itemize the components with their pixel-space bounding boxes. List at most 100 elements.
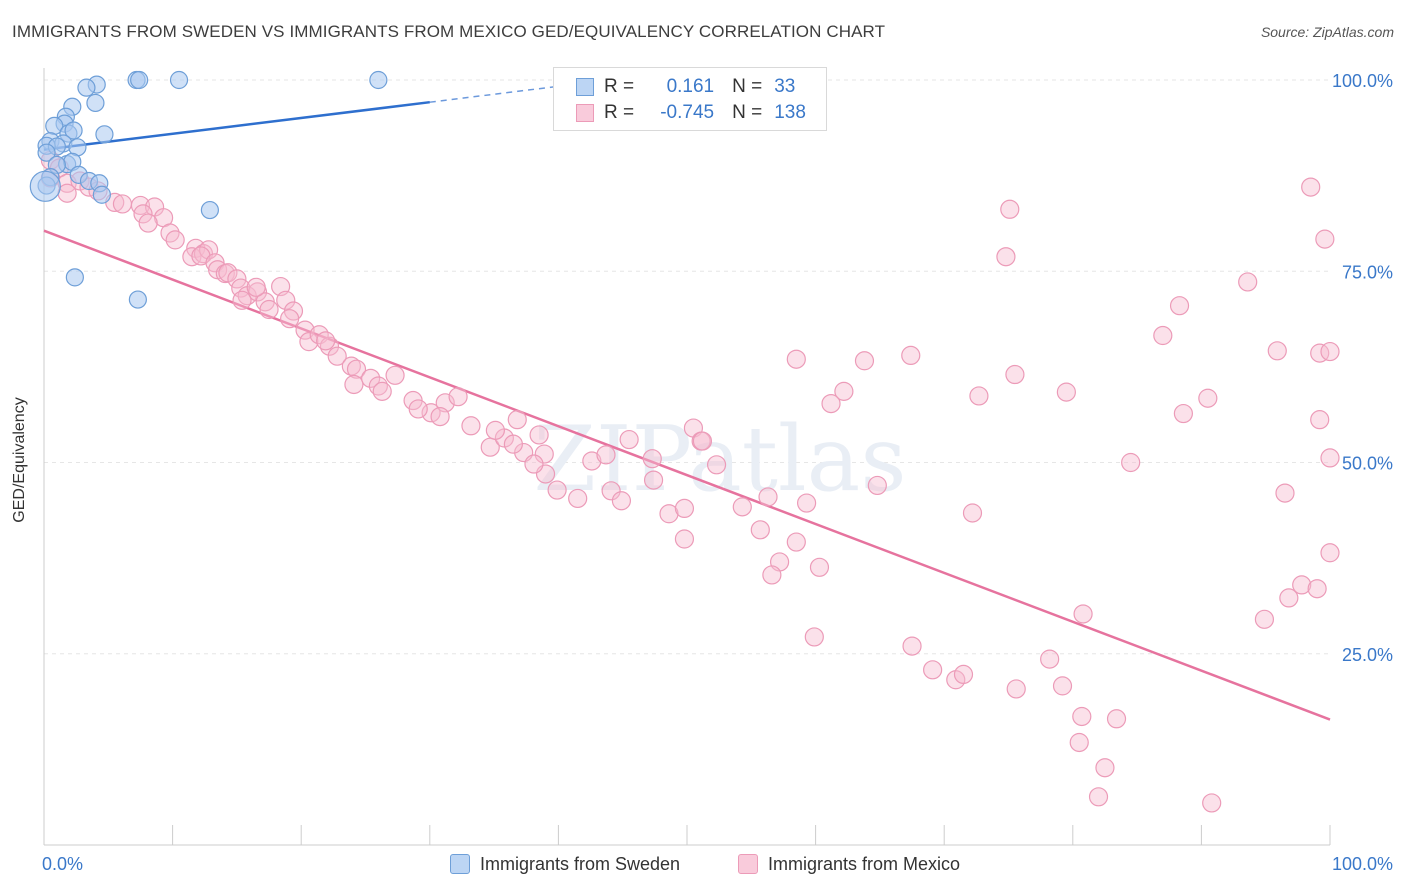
mexico-point (1069, 732, 1089, 753)
sweden-point (86, 93, 105, 113)
correlation-legend: R = 0.161 N = 33 R = -0.745 N = 138 (553, 67, 827, 131)
sweden-point (37, 143, 56, 162)
mexico-point (259, 299, 279, 320)
mexico-point (692, 431, 713, 451)
mexico-point (408, 399, 428, 419)
mexico-point (596, 445, 616, 465)
mexico-point (674, 498, 695, 518)
mexico-point (1301, 177, 1321, 197)
bottom-legend-sweden: Immigrants from Sweden (450, 852, 680, 876)
mexico-point (1198, 388, 1218, 408)
mexico-point (295, 320, 315, 340)
mexico-point (902, 636, 922, 656)
mexico-point (133, 204, 153, 224)
mexico-point (1310, 410, 1330, 430)
mexico-point (372, 381, 392, 401)
mexico-point (1169, 296, 1190, 316)
sweden-swatch (576, 78, 594, 96)
mexico-point (1072, 706, 1092, 727)
sweden-legend-label: Immigrants from Sweden (480, 853, 681, 874)
mexico-point (601, 481, 621, 501)
mexico-point (786, 349, 806, 369)
y-tick-label: 50.0% (1342, 454, 1393, 474)
mexico-point (507, 410, 527, 430)
mexico-point (643, 470, 664, 490)
n-label: N = (732, 102, 763, 123)
mexico-point (758, 487, 778, 507)
mexico-point (1006, 679, 1026, 699)
mexico-point (1320, 341, 1340, 362)
mexico-point (854, 351, 875, 371)
mexico-point (1315, 229, 1335, 249)
mexico-point (786, 532, 806, 552)
mexico-point (1000, 199, 1020, 219)
mexico-point (659, 504, 679, 524)
mexico-point (327, 346, 347, 366)
y-tick-label: 25.0% (1342, 645, 1393, 665)
mexico-point (503, 434, 523, 454)
mexico-legend-swatch (738, 854, 758, 874)
mexico-point (385, 365, 405, 385)
mexico-point (529, 425, 549, 445)
mexico-point (1202, 793, 1222, 813)
mexico-point (1279, 588, 1299, 608)
mexico-point (923, 660, 943, 680)
mexico-point (138, 213, 158, 233)
mexico-point (276, 290, 296, 310)
series-sweden-points (29, 70, 388, 309)
mexico-point (485, 420, 505, 440)
mexico-point (1307, 579, 1327, 599)
mexico-point (1173, 403, 1193, 424)
mexico-point (1088, 787, 1109, 807)
mexico-point (341, 356, 361, 376)
mexico-point (232, 290, 252, 310)
mexico-point (246, 277, 266, 297)
mexico-point (112, 194, 133, 214)
mexico-point (1073, 604, 1093, 624)
n-value: 138 (774, 102, 806, 123)
mexico-point (1275, 483, 1295, 503)
mexico-point (1106, 709, 1127, 729)
mexico-point (165, 230, 185, 250)
mexico-point (568, 488, 588, 509)
mexico-point (299, 332, 319, 352)
sweden-point (130, 70, 149, 90)
mexico-point (534, 444, 554, 464)
mexico-point (674, 529, 695, 549)
r-value: -0.745 (660, 102, 715, 123)
mexico-point (1238, 272, 1258, 292)
mexico-point (750, 520, 770, 540)
mexico-point (1040, 649, 1060, 669)
x-tick-label: 0.0% (42, 854, 83, 874)
n-value: 33 (774, 76, 796, 97)
mexico-point (804, 627, 824, 647)
bottom-legend-mexico: Immigrants from Mexico (738, 852, 960, 876)
r-value: 0.161 (666, 76, 715, 97)
mexico-point (1095, 758, 1115, 778)
mexico-point (1121, 452, 1141, 473)
mexico-point (834, 381, 854, 401)
mexico-point (361, 368, 381, 388)
mexico-point (1292, 575, 1312, 595)
mexico-point (901, 345, 921, 365)
sweden-point (64, 121, 83, 140)
mexico-point (732, 497, 752, 517)
x-tick-label: 100.0% (1332, 854, 1393, 874)
sweden-point (369, 70, 388, 90)
mexico-swatch (576, 104, 594, 122)
mexico-point (996, 247, 1016, 267)
mexico-point (1052, 676, 1073, 696)
mexico-point (547, 480, 567, 500)
mexico-point (969, 386, 989, 406)
mexico-point (316, 331, 336, 351)
mexico-point (1254, 609, 1275, 629)
mexico-point (953, 664, 974, 685)
mexico-point (319, 336, 340, 356)
r-label: R = (604, 76, 635, 97)
mexico-point (611, 491, 632, 511)
mexico-point (1056, 382, 1076, 402)
sweden-point (29, 170, 61, 202)
mexico-point (809, 557, 830, 577)
legend-row-mexico: R = -0.745 N = 138 (576, 101, 806, 125)
mexico-point (706, 455, 727, 475)
